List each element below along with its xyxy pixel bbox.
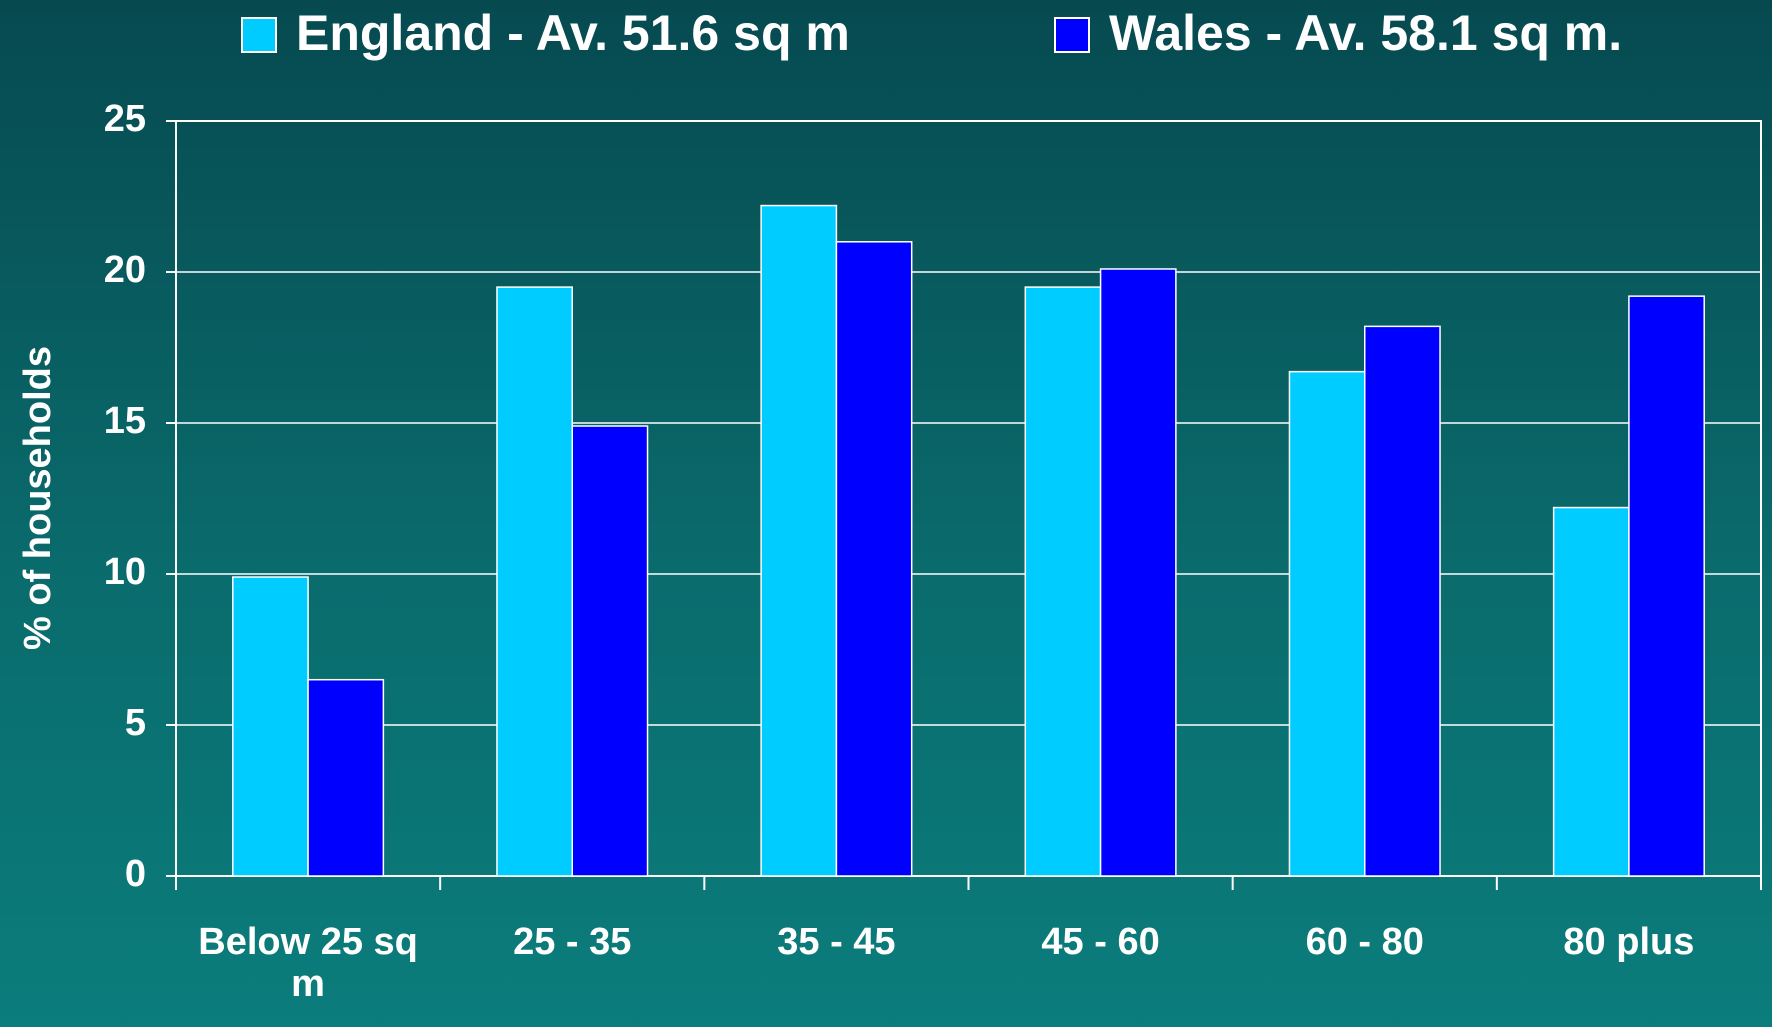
- bar: [760, 204, 838, 877]
- x-tick-label: Below 25 sq m: [198, 921, 418, 1005]
- bar: [1024, 286, 1102, 877]
- plot-frame: [175, 120, 1762, 877]
- legend-swatch: [1054, 17, 1090, 53]
- y-tick-label: 15: [104, 400, 146, 442]
- bar: [1364, 325, 1441, 877]
- x-tick-label: 80 plus: [1563, 921, 1695, 963]
- y-tick-label: 20: [104, 249, 146, 291]
- y-tick-label: 25: [104, 98, 146, 140]
- bar: [835, 241, 913, 877]
- legend-label: England - Av. 51.6 sq m: [296, 5, 850, 61]
- x-tick-label: 25 - 35: [513, 921, 632, 963]
- bar: [1288, 370, 1366, 877]
- legend-label: Wales - Av. 58.1 sq m.: [1109, 5, 1622, 61]
- bar: [232, 576, 309, 877]
- bar: [571, 425, 649, 877]
- bar: [307, 678, 385, 877]
- bar: [496, 286, 573, 877]
- y-tick-label: 0: [125, 853, 146, 895]
- bar: [1552, 506, 1630, 877]
- y-tick-label: 5: [125, 702, 146, 744]
- x-tick-label: 60 - 80: [1305, 921, 1424, 963]
- bar: [1628, 295, 1705, 877]
- y-axis-label: % of households: [17, 346, 59, 650]
- x-tick-label: 35 - 45: [777, 921, 896, 963]
- legend-swatch: [241, 17, 277, 53]
- bar: [1099, 268, 1177, 877]
- x-tick-label: 45 - 60: [1041, 921, 1160, 963]
- y-tick-label: 10: [104, 551, 146, 593]
